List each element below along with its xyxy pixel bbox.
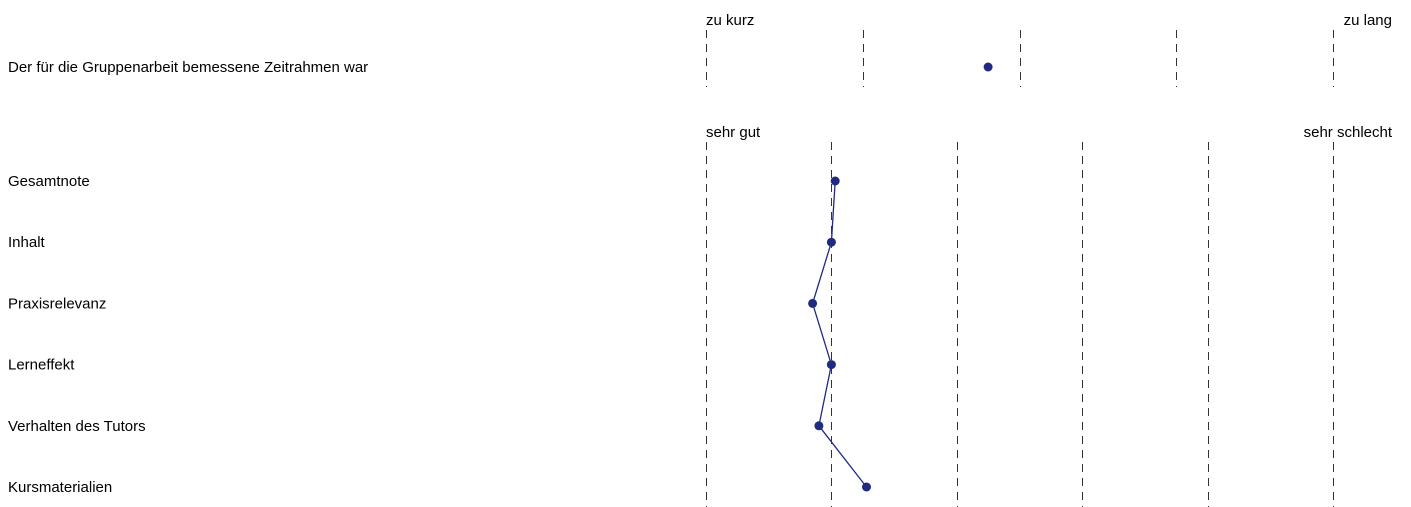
data-point — [830, 176, 840, 186]
item-label: Inhalt — [8, 234, 46, 251]
chart-block-0: zu kurz zu lang Der für die Gruppenarbeit … — [8, 12, 1392, 87]
data-point — [814, 421, 824, 431]
chart-block-1: sehr gut sehr schlecht Gesamtnote Inhalt Pra… — [8, 124, 1393, 507]
data-point — [826, 360, 836, 370]
profile-line — [811, 180, 868, 488]
data-point — [983, 62, 993, 72]
item-label: Praxisrelevanz — [8, 295, 106, 312]
scale-left-label: sehr gut — [706, 124, 761, 141]
data-point — [808, 298, 818, 308]
scale-left-label: zu kurz — [706, 12, 754, 29]
item-label: Gesamtnote — [8, 173, 90, 190]
item-label: Verhalten des Tutors — [8, 418, 146, 435]
scale-right-label: zu lang — [1344, 12, 1392, 29]
scale-right-label: sehr schlecht — [1304, 124, 1393, 141]
data-point — [826, 237, 836, 247]
item-label: Lerneffekt — [8, 357, 75, 374]
data-point — [862, 482, 871, 492]
item-label: Der für die Gruppenarbeit bemessene Zeit… — [8, 59, 368, 76]
item-label: Kursmaterialien — [8, 479, 112, 496]
